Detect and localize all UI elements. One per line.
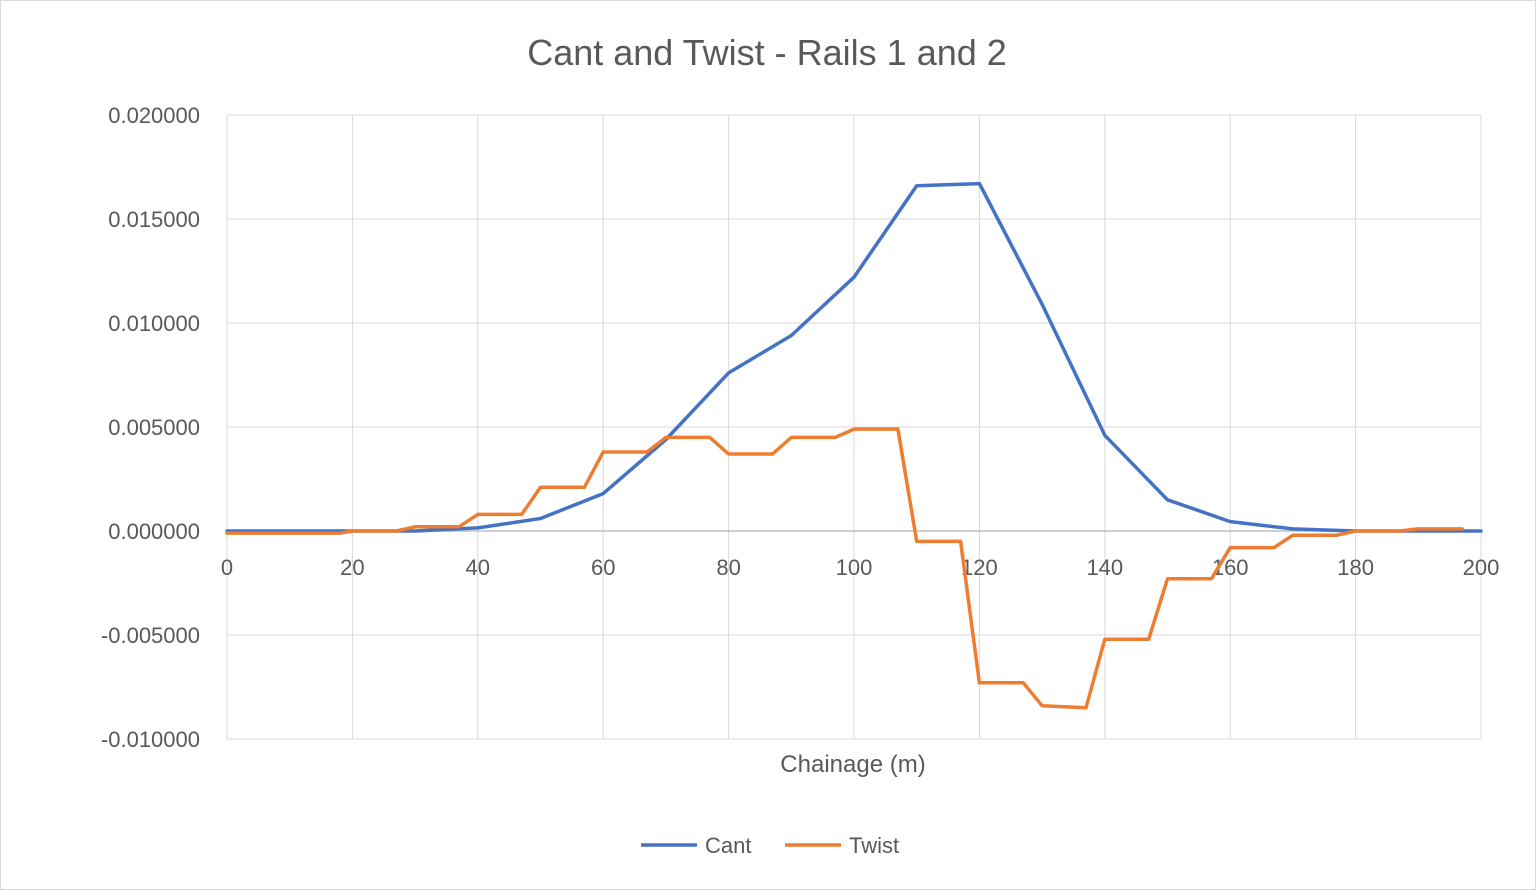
x-tick-label: 40 bbox=[466, 555, 490, 580]
y-tick-label: 0.015000 bbox=[108, 207, 200, 232]
y-tick-label: 0.010000 bbox=[108, 311, 200, 336]
legend: Cant Twist bbox=[641, 833, 899, 858]
x-tick-label: 120 bbox=[961, 555, 998, 580]
x-axis-label: Chainage (m) bbox=[780, 751, 925, 778]
gridlines bbox=[226, 114, 1482, 740]
legend-label-twist: Twist bbox=[849, 833, 899, 858]
series-line-cant bbox=[225, 181, 1483, 533]
x-tick-label: 100 bbox=[836, 555, 873, 580]
series-line-twist bbox=[225, 427, 1464, 710]
y-tick-label: 0.000000 bbox=[108, 519, 200, 544]
x-tick-label: 0 bbox=[221, 555, 233, 580]
chart-title: Cant and Twist - Rails 1 and 2 bbox=[527, 32, 1007, 73]
x-tick-label: 140 bbox=[1086, 555, 1123, 580]
x-tick-label: 80 bbox=[716, 555, 740, 580]
y-tick-label: 0.005000 bbox=[108, 415, 200, 440]
axes: 0.020000 0.015000 0.010000 0.005000 0.000000… bbox=[101, 103, 1499, 752]
y-tick-label: -0.005000 bbox=[101, 623, 200, 648]
x-tick-label: 200 bbox=[1463, 555, 1500, 580]
y-tick-label: -0.010000 bbox=[101, 727, 200, 752]
x-tick-label: 60 bbox=[591, 555, 615, 580]
y-tick-label: 0.020000 bbox=[108, 103, 200, 128]
x-tick-label: 180 bbox=[1337, 555, 1374, 580]
x-tick-label: 20 bbox=[340, 555, 364, 580]
series-lines bbox=[225, 181, 1483, 710]
legend-label-cant: Cant bbox=[705, 833, 751, 858]
